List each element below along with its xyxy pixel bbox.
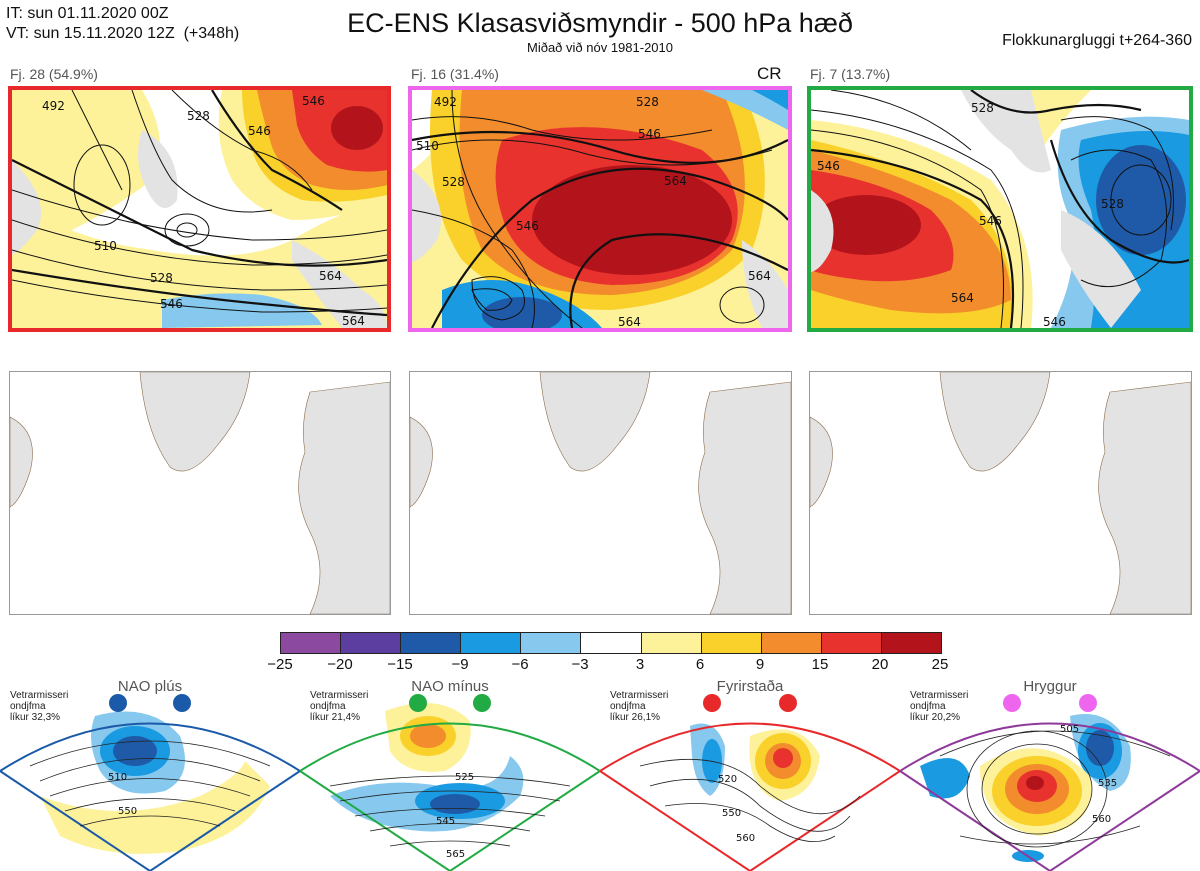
- cluster-2-label: Fj. 16 (31.4%): [411, 66, 499, 82]
- regime-3-contour-label-1: 520: [718, 774, 737, 785]
- regime-3-note: Vetrarmisseri ondjfma líkur 26,1%: [610, 690, 669, 723]
- regime-4-note: Vetrarmisseri ondjfma líkur 20,2%: [910, 690, 969, 723]
- regime-1-contour-label-2: 550: [118, 806, 137, 817]
- regime-nao-plus: NAO plús Vetrarmisseri ondjfma líkur 32,…: [0, 678, 300, 871]
- colorbar: [280, 632, 942, 654]
- cluster-2-contour-label-9: 528: [636, 95, 659, 109]
- cluster-2-contour-label-5: 564: [664, 174, 687, 188]
- colorbar-tick-label: 20: [871, 656, 889, 673]
- cluster-3-contour-label-4: 528: [1101, 197, 1124, 211]
- cluster-1-contour-label-7: 546: [302, 94, 325, 108]
- cluster-2-contour-label-3: 528: [442, 175, 465, 189]
- valid-time: VT: sun 15.11.2020 12Z (+348h): [6, 25, 240, 42]
- colorbar-segment: [341, 633, 402, 653]
- regime-blocking: Fyrirstaða Vetrarmisseri ondjfma líkur 2…: [600, 678, 900, 871]
- colorbar-tick-label: −20: [327, 656, 353, 673]
- cluster-2-contour-label-2: 510: [416, 139, 439, 153]
- regime-4-contour-label-2: 535: [1098, 778, 1117, 789]
- colorbar-tick-label: 6: [695, 656, 705, 673]
- colorbar-segment: [581, 633, 642, 653]
- colorbar-segment: [281, 633, 342, 653]
- regime-3-contour-label-2: 550: [722, 808, 741, 819]
- cluster-3-map: 528 546 546 528 564 546: [807, 86, 1193, 332]
- cluster-3-contour-label-5: 564: [951, 291, 974, 305]
- cluster-1-contour-label-1: 492: [42, 99, 65, 113]
- colorbar-segment: [701, 633, 762, 653]
- classification-window: Flokkunargluggi t+264-360: [1002, 32, 1192, 49]
- colorbar-segment: [881, 633, 942, 653]
- colorbar-tick-label: −3: [571, 656, 589, 673]
- colorbar-tick-label: −25: [267, 656, 293, 673]
- colorbar-tick-label: −9: [451, 656, 469, 673]
- regime-2-contour-label-2: 545: [436, 816, 455, 827]
- regime-3-contour-label-3: 560: [736, 833, 755, 844]
- cluster-1-contour-label-3: 510: [94, 239, 117, 253]
- regime-4-contour-label-1: 505: [1060, 724, 1079, 735]
- regime-4-contour-label-3: 560: [1092, 814, 1111, 825]
- colorbar-segment: [761, 633, 822, 653]
- regime-ridge: Hryggur Vetrarmisseri ondjfma líkur 20,2…: [900, 678, 1200, 871]
- colorbar-tick-label: −6: [511, 656, 529, 673]
- empty-map-2: [409, 371, 792, 615]
- regime-3-title: Fyrirstaða: [716, 678, 784, 695]
- cluster-2-tag: CR: [757, 64, 782, 83]
- cluster-1-contour-label-2: 528: [187, 109, 210, 123]
- cluster-3-contour-label-6: 546: [1043, 315, 1066, 328]
- regime-1-contour-label-1: 510: [108, 772, 127, 783]
- cluster-1-contour-label-8: 564: [319, 269, 342, 283]
- regime-4-title: Hryggur: [1023, 678, 1077, 695]
- cluster-1-contour-label-4: 528: [150, 271, 173, 285]
- cluster-3-contour-label-2: 546: [817, 159, 840, 173]
- colorbar-segment: [521, 633, 582, 653]
- cluster-1-map: 492 528 510 528 546 546 546 564 564: [8, 86, 391, 332]
- regime-2-contour-label-1: 525: [455, 772, 474, 783]
- cluster-3-contour-label-1: 528: [971, 101, 994, 115]
- regime-2-title: NAO mínus: [411, 678, 489, 695]
- empty-map-3: [809, 371, 1192, 615]
- cluster-2-contour-label-4: 546: [516, 219, 539, 233]
- regime-2-note: Vetrarmisseri ondjfma líkur 21,4%: [310, 690, 369, 723]
- regime-1-note: Vetrarmisseri ondjfma líkur 32,3%: [10, 690, 69, 723]
- cluster-2-contour-label-8: 564: [618, 315, 641, 328]
- empty-map-1: [9, 371, 391, 615]
- page-title: EC-ENS Klasasviðsmyndir - 500 hPa hæð: [347, 8, 853, 38]
- colorbar-tick-label: 25: [931, 656, 949, 673]
- cluster-1-contour-label-6: 546: [248, 124, 271, 138]
- cluster-1-contour-label-5: 546: [160, 297, 183, 311]
- colorbar-segment: [401, 633, 462, 653]
- colorbar-segment: [641, 633, 702, 653]
- header-times: IT: sun 01.11.2020 00Z VT: sun 15.11.2020…: [6, 4, 239, 44]
- regime-nao-minus: NAO mínus Vetrarmisseri ondjfma líkur 21…: [300, 678, 600, 871]
- colorbar-tick-label: −15: [387, 656, 413, 673]
- colorbar-tick-label: 15: [811, 656, 829, 673]
- cluster-2-contour-label-7: 564: [748, 269, 771, 283]
- page-subtitle: Miðað við nóv 1981-2010: [527, 40, 673, 55]
- cluster-1-contour-label-9: 564: [342, 314, 365, 328]
- cluster-3-contour-label-3: 546: [979, 214, 1002, 228]
- colorbar-segment: [461, 633, 522, 653]
- cluster-3-label: Fj. 7 (13.7%): [810, 66, 891, 82]
- cluster-2-map: 492 510 528 546 564 546 564 564 528: [408, 86, 792, 332]
- init-time: IT: sun 01.11.2020 00Z: [6, 5, 169, 22]
- colorbar-tick-label: 3: [635, 656, 645, 673]
- regime-2-contour-label-3: 565: [446, 849, 465, 860]
- cluster-2-contour-label-1: 492: [434, 95, 457, 109]
- cluster-2-contour-label-6: 546: [638, 127, 661, 141]
- colorbar-segment: [821, 633, 882, 653]
- cluster-1-label: Fj. 28 (54.9%): [10, 66, 98, 82]
- colorbar-tick-label: 9: [755, 656, 765, 673]
- regime-1-title: NAO plús: [117, 678, 183, 695]
